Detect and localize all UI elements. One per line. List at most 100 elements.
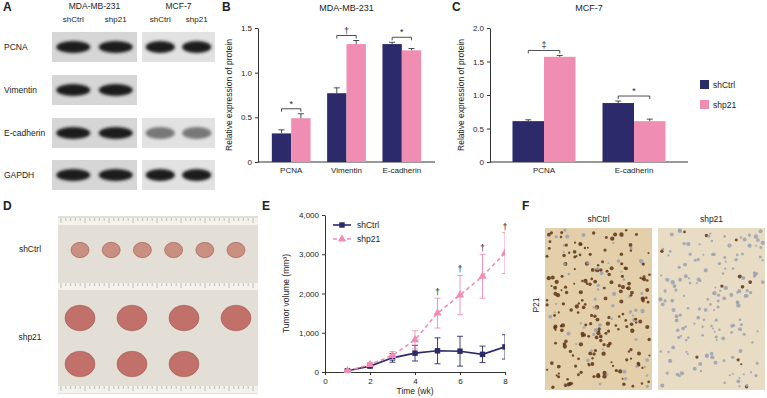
- nucleus: [689, 282, 692, 285]
- ruler-tick: [118, 283, 119, 286]
- nucleus: [715, 319, 718, 322]
- nucleus: [595, 307, 598, 310]
- ruler-tick: [147, 283, 148, 286]
- nucleus: [709, 303, 712, 306]
- nucleus: [603, 287, 606, 290]
- nucleus: [584, 247, 586, 249]
- tick-mark: [322, 254, 325, 255]
- nucleus: [555, 280, 559, 284]
- nucleus: [553, 286, 557, 290]
- ruler-tick: [123, 218, 124, 221]
- nucleus: [607, 330, 610, 333]
- nucleus: [595, 268, 599, 272]
- nucleus: [639, 277, 641, 279]
- nucleus: [717, 300, 720, 303]
- error-bar: [480, 346, 486, 362]
- nucleus: [723, 235, 726, 238]
- nucleus: [610, 280, 614, 284]
- ruler-tick: [104, 386, 105, 389]
- nucleus: [592, 352, 595, 355]
- nucleus: [661, 302, 665, 306]
- marker: [411, 335, 419, 342]
- nucleus: [648, 273, 651, 276]
- ruler-tick: [65, 386, 66, 389]
- ruler-tick: [224, 218, 225, 221]
- nucleus: [712, 291, 716, 295]
- ruler-tick: [61, 283, 62, 288]
- nucleus: [739, 318, 742, 321]
- y-axis-title: Tumor volume (mm³): [281, 254, 291, 333]
- ruler-tick: [104, 283, 105, 286]
- nucleus: [717, 305, 720, 308]
- nucleus: [674, 289, 677, 292]
- panel-letter: F: [522, 199, 529, 213]
- nucleus: [641, 367, 643, 369]
- nucleus: [550, 231, 553, 234]
- marker: [456, 290, 464, 297]
- nucleus: [601, 260, 604, 263]
- ruler-tick: [224, 283, 225, 286]
- ruler-tick: [195, 218, 196, 221]
- nucleus: [663, 289, 666, 292]
- nucleus: [696, 316, 700, 320]
- nucleus: [579, 290, 583, 294]
- nucleus: [554, 311, 556, 313]
- nucleus: [622, 383, 625, 386]
- nucleus: [712, 327, 714, 329]
- tick-mark: [460, 372, 461, 375]
- nucleus: [697, 258, 700, 261]
- ruler-tick: [65, 218, 66, 221]
- blot-band: [56, 169, 90, 181]
- ruler-tick: [157, 386, 158, 391]
- nucleus: [555, 235, 558, 238]
- nucleus: [723, 359, 726, 362]
- nucleus: [675, 319, 679, 323]
- nucleus: [551, 276, 555, 280]
- nucleus: [741, 276, 745, 280]
- ruler-tick: [118, 218, 119, 221]
- nucleus: [723, 256, 726, 259]
- ruler-tick: [176, 386, 177, 389]
- ruler-tick: [200, 386, 201, 389]
- error-bar: [334, 88, 340, 93]
- nucleus: [638, 319, 642, 323]
- panel-letter: D: [3, 199, 12, 213]
- nucleus: [617, 259, 621, 263]
- nucleus: [634, 318, 637, 321]
- stain-label: P21: [531, 297, 541, 312]
- nucleus: [597, 264, 599, 266]
- nucleus: [713, 309, 715, 311]
- nucleus: [714, 286, 716, 288]
- nucleus: [619, 232, 623, 236]
- lane-label: shp21: [186, 15, 208, 24]
- tick: 0: [323, 372, 328, 386]
- nucleus: [704, 268, 708, 272]
- ruler-tick: [133, 386, 134, 391]
- nucleus: [741, 252, 744, 255]
- nucleus: [562, 254, 565, 257]
- ruler-tick: [147, 218, 148, 221]
- blot-band: [182, 41, 211, 53]
- nucleus: [573, 250, 577, 254]
- nucleus: [621, 285, 625, 289]
- blot-panel: APCNAVimentinE-cadherinGAPDHMDA-MB-231sh…: [3, 0, 215, 190]
- ruler-tick: [253, 218, 254, 223]
- tick: PCNA: [533, 166, 556, 175]
- nucleus: [558, 311, 560, 313]
- nucleus: [583, 326, 586, 329]
- significance-label: *: [400, 27, 404, 37]
- significance-label: *: [632, 86, 636, 96]
- nucleus: [598, 323, 602, 327]
- nucleus: [595, 305, 599, 309]
- ruler-tick: [75, 386, 76, 389]
- ruler-tick: [229, 218, 230, 223]
- ruler-tick: [185, 283, 186, 286]
- bar: [291, 118, 310, 162]
- nucleus: [732, 267, 735, 270]
- tick: 0: [480, 158, 490, 167]
- chart-title: MCF-7: [575, 3, 603, 13]
- tumor: [102, 242, 120, 257]
- tick: 1.5: [473, 58, 490, 67]
- nucleus: [586, 358, 589, 361]
- nucleus: [593, 314, 596, 317]
